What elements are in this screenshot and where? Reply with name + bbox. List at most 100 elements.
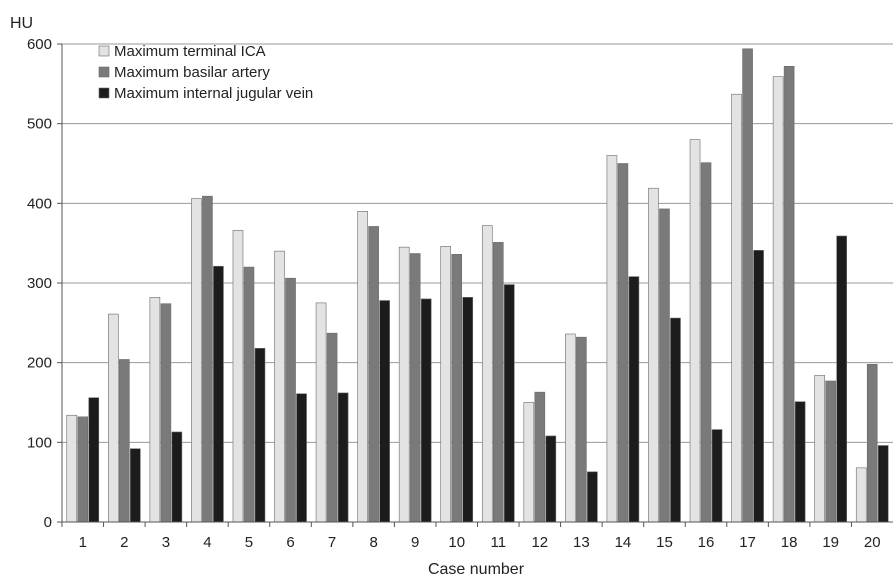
bar: [285, 277, 296, 523]
bar: [88, 397, 100, 523]
bar: [160, 303, 172, 523]
y-axis-title: HU: [10, 15, 33, 32]
legend-swatch: [98, 66, 110, 78]
y-tick-label: 300: [27, 275, 52, 292]
bar: [379, 300, 390, 523]
x-tick-label: 1: [79, 534, 87, 551]
legend-swatch: [98, 45, 110, 57]
x-tick-label: 6: [286, 534, 294, 551]
x-tick-label: 13: [573, 534, 590, 551]
bar: [492, 242, 504, 523]
x-tick-label: 19: [822, 534, 839, 551]
bar: [825, 380, 836, 523]
bar: [866, 363, 878, 523]
x-tick-label: 9: [411, 534, 419, 551]
bar: [119, 359, 130, 523]
bar: [628, 276, 640, 523]
bar: [576, 336, 587, 523]
bar: [202, 195, 213, 523]
bar: [877, 445, 889, 523]
bar: [409, 253, 421, 523]
x-tick-label: 4: [203, 534, 211, 551]
y-tick-label: 400: [27, 195, 52, 212]
bar: [587, 471, 598, 523]
bar: [836, 235, 847, 523]
bar: [814, 375, 825, 523]
x-tick-label: 12: [531, 534, 548, 551]
legend-label: Maximum terminal ICA: [114, 43, 266, 60]
bar: [274, 250, 285, 523]
x-tick-label: 7: [328, 534, 336, 551]
x-tick-label: 20: [864, 534, 881, 551]
bar: [420, 298, 432, 523]
legend: Maximum terminal ICA Maximum basilar arte…: [98, 43, 313, 102]
x-tick-label: 17: [739, 534, 756, 551]
bar: [606, 155, 618, 523]
bar: [711, 429, 723, 523]
bar: [503, 284, 515, 523]
bar: [794, 401, 806, 523]
bar: [772, 76, 784, 523]
x-tick-label: 14: [615, 534, 632, 551]
bars: [66, 48, 889, 523]
legend-label: Maximum internal jugular vein: [114, 85, 313, 102]
y-tick-label: 100: [27, 434, 52, 451]
bar: [171, 431, 183, 523]
x-tick-label: 16: [698, 534, 715, 551]
bar: [108, 313, 119, 523]
bar: [731, 93, 742, 523]
gridlines: [62, 43, 893, 443]
bar: [398, 246, 410, 523]
bar: [368, 226, 379, 523]
bar: [130, 448, 141, 523]
bar: [670, 317, 681, 523]
bar: [855, 467, 867, 523]
bar: [357, 211, 368, 523]
bar: [700, 162, 712, 523]
bar: [149, 297, 161, 523]
bar: [523, 402, 535, 523]
bar: [296, 393, 307, 523]
x-tick-label: 18: [781, 534, 798, 551]
bar: [648, 187, 659, 523]
bar: [659, 208, 670, 523]
bar: [462, 297, 474, 523]
x-tick-label: 3: [162, 534, 170, 551]
bar: [77, 416, 89, 523]
bar: [232, 230, 244, 523]
bar: [337, 392, 349, 523]
x-tick-label: 5: [245, 534, 253, 551]
legend-label: Maximum basilar artery: [114, 64, 270, 81]
x-tick-label: 2: [120, 534, 128, 551]
bar: [742, 48, 753, 523]
bar: [753, 250, 764, 523]
bar: [534, 391, 546, 523]
bar: [783, 66, 795, 523]
bar: [254, 348, 266, 523]
bar: [451, 254, 463, 523]
legend-swatch: [98, 87, 110, 99]
x-tick-label: 11: [490, 534, 506, 551]
bar: [481, 225, 493, 523]
bar: [617, 163, 629, 523]
y-tick-label: 0: [44, 514, 52, 531]
bar: [545, 435, 557, 523]
bar: [66, 414, 78, 523]
bar: [565, 333, 576, 523]
bar: [326, 332, 338, 523]
y-tick-label: 500: [27, 116, 52, 133]
bar: [689, 139, 701, 523]
x-tick-label: 8: [369, 534, 377, 551]
y-tick-label: 200: [27, 355, 52, 372]
bar: [191, 198, 202, 523]
bar: [315, 302, 327, 523]
bar: [440, 246, 452, 523]
y-tick-label: 600: [27, 36, 52, 53]
x-axis-title: Case number: [428, 561, 525, 578]
x-tick-label: 10: [448, 534, 465, 551]
bar: [243, 266, 255, 523]
bar: [213, 265, 224, 523]
x-tick-label: 15: [656, 534, 673, 551]
